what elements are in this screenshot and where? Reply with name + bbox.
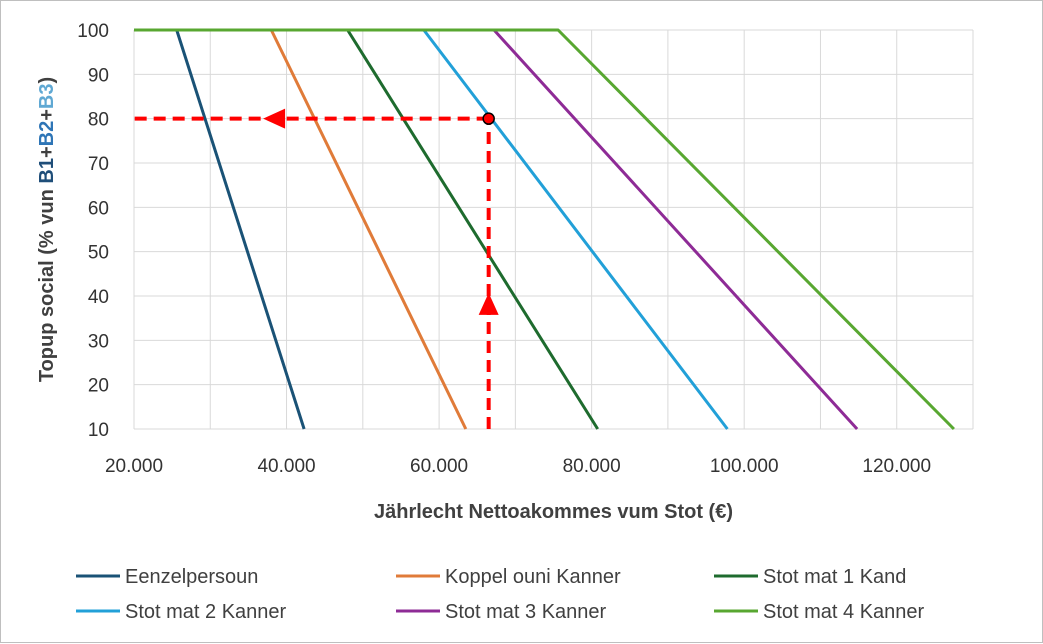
y-tick-label: 20 [88,376,109,397]
y-axis-title-part: + [36,109,58,121]
y-tick-label: 30 [88,331,109,352]
y-tick-label: 40 [88,287,109,308]
series-line [134,28,468,430]
legend-label: Koppel ouni Kanner [445,566,621,588]
series-line [134,28,955,431]
y-tick-label: 50 [88,243,109,264]
series-line [134,28,859,431]
x-tick-label: 120.000 [862,456,931,477]
x-tick-label: 40.000 [257,456,315,477]
x-tick-label: 20.000 [105,456,163,477]
arrow-left-icon [263,108,286,129]
x-axis-title: Jährlecht Nettoakommes vum Stot (€) [374,501,733,523]
y-tick-label: 70 [88,154,109,175]
x-tick-label: 100.000 [710,456,779,477]
series-line [134,28,729,430]
axis-titles: Jährlecht Nettoakommes vum Stot (€) Topu… [36,77,733,523]
y-tick-label: 10 [88,420,109,441]
legend-label: Stot mat 1 Kand [763,566,906,588]
legend-label: Stot mat 4 Kanner [763,601,925,623]
y-axis-title-part: B1 [36,158,58,184]
x-tick-label: 60.000 [410,456,468,477]
y-axis-title-part: ) [36,77,58,84]
y-tick-label: 100 [77,21,109,42]
series-line [134,28,306,430]
y-axis-title-part: B3 [36,84,58,110]
gridlines [133,29,974,430]
data-series [134,28,955,431]
annotation-point [482,112,495,125]
legend-label: Stot mat 2 Kanner [125,601,287,623]
arrow-up-icon [478,292,499,315]
y-axis-title-part: Topup social (% vun [36,184,58,383]
y-axis-title: Topup social (% vun B1+B2+B3) [36,77,58,382]
y-tick-label: 90 [88,65,109,86]
legend-label: Stot mat 3 Kanner [445,601,607,623]
legend-label: Eenzelpersoun [125,566,258,588]
annotation [134,108,499,429]
tick-labels: 10 20 30 40 50 60 70 80 90 100 20.000 40.000 60.000 8… [77,21,931,477]
x-tick-label: 80.000 [563,456,621,477]
y-tick-label: 80 [88,110,109,131]
y-axis-title-part: B2 [36,121,58,147]
series-line [134,28,599,430]
y-tick-label: 60 [88,198,109,219]
legend: Eenzelpersoun Koppel ouni Kanner Stot mat … [76,566,925,623]
y-axis-title-part: + [36,146,58,158]
